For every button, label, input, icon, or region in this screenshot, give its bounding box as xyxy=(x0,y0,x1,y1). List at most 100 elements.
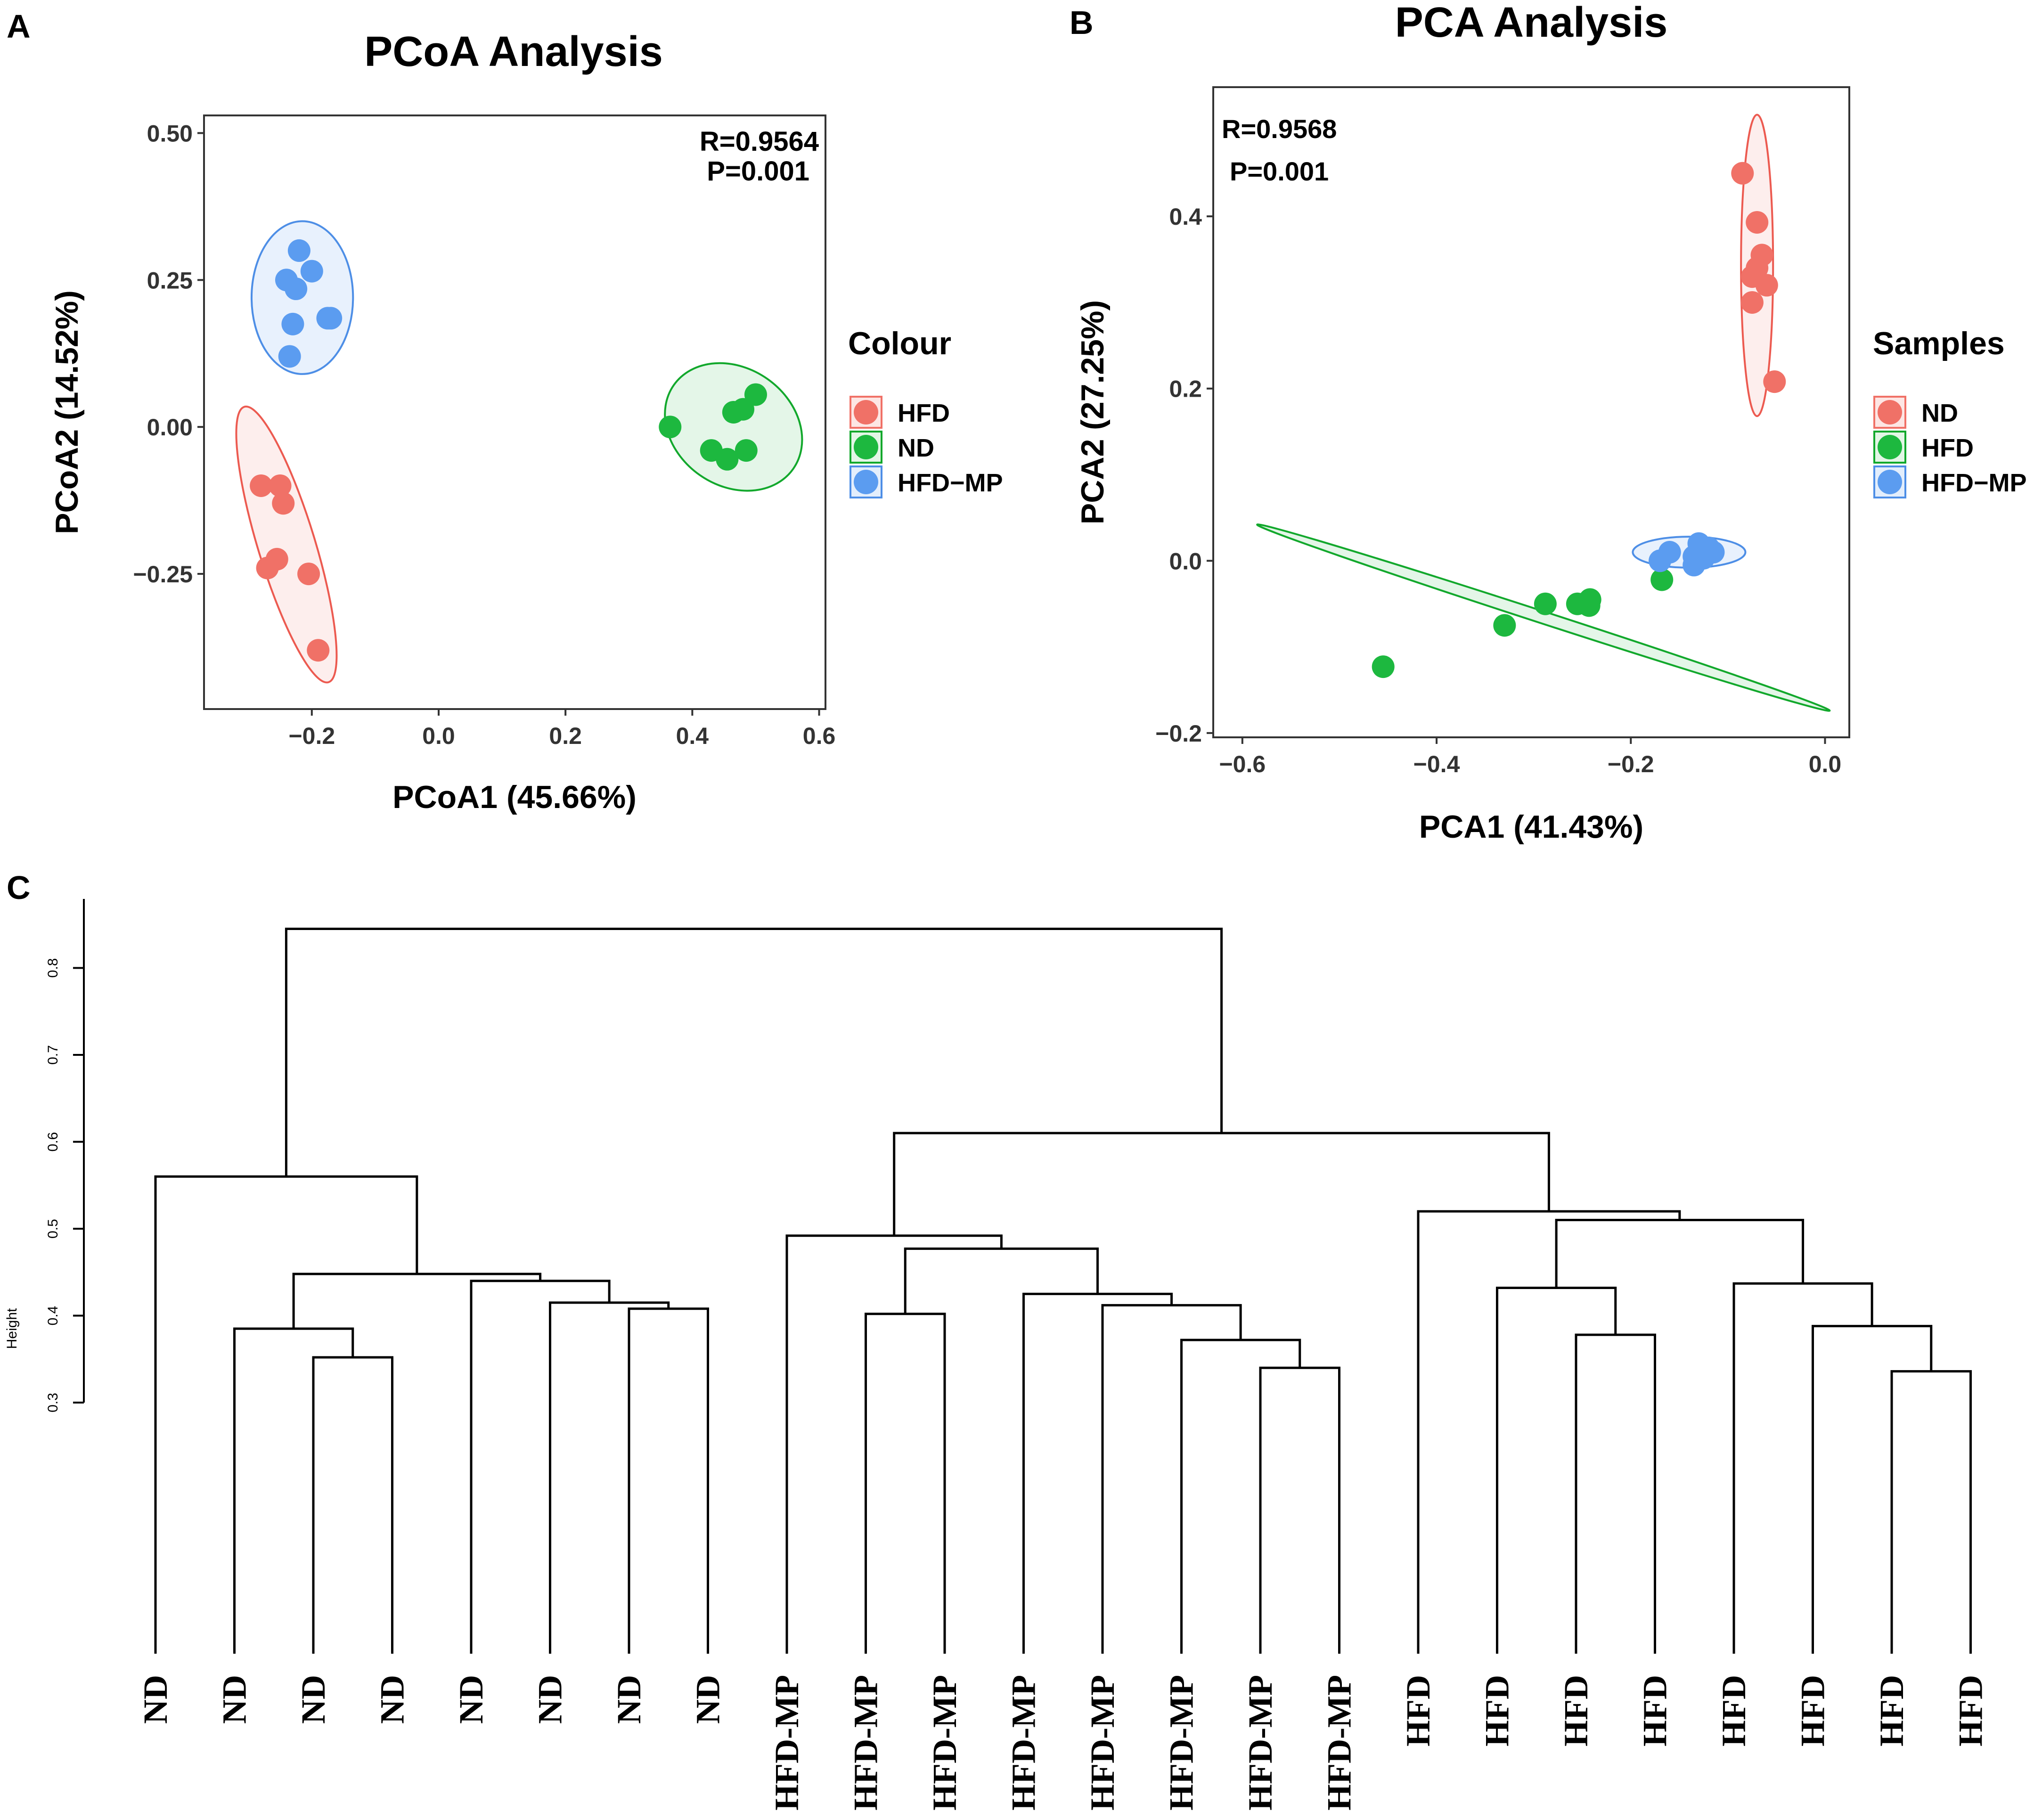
pcoa-x-tick-label: −0.2 xyxy=(288,723,335,749)
pcoa-legend-label-nd: ND xyxy=(898,434,934,462)
pca-y-tick-label: −0.2 xyxy=(1155,720,1202,747)
dendrogram-link xyxy=(1180,1338,1301,1654)
pca-point-nd xyxy=(1755,274,1778,297)
pca-y-tick-label: 0.0 xyxy=(1169,548,1202,574)
pcoa-plot: −0.2 0.0 0.2 0.4 0.6 −0.25 0.00 0.25 0.50 xyxy=(133,114,835,749)
pca-stat-r: R=0.9568 xyxy=(1222,114,1337,144)
panel-label-b: B xyxy=(1070,4,1094,41)
dendrogram-link xyxy=(785,1234,1003,1654)
dendrogram-y-tick-label: 0.3 xyxy=(45,1393,61,1412)
dendrogram-leaf-hfd: HFD xyxy=(1636,1675,1674,1747)
dendrogram-y-axis: 0.3 0.4 0.5 0.6 0.7 0.8 xyxy=(45,899,85,1412)
pca-stat-p: P=0.001 xyxy=(1230,156,1329,186)
pca-point-hfd xyxy=(1578,588,1601,611)
pcoa-x-tick-label: 0.2 xyxy=(549,723,582,749)
dendrogram-y-tick-label: 0.4 xyxy=(45,1306,61,1326)
dendrogram-leaf-hfd: HFD xyxy=(1873,1675,1911,1747)
pca-x-tick-label: 0.0 xyxy=(1809,751,1842,777)
dendrogram-leaf-labels: ND ND ND ND ND ND ND ND HFD-MP HFD-MP HFD-MP HFD-MP… xyxy=(137,1675,1990,1811)
pcoa-y-tick-label: −0.25 xyxy=(133,561,193,588)
pcoa-point-nd xyxy=(716,448,739,471)
pcoa-point-hfd xyxy=(307,639,330,662)
dendrogram-link xyxy=(285,927,1223,1177)
pcoa-y-label: PCoA2 (14.52%) xyxy=(49,290,85,534)
pca-legend-label-nd: ND xyxy=(1921,399,1958,427)
pca-point-hfd xyxy=(1372,655,1395,678)
dendrogram-links xyxy=(154,927,1972,1654)
pcoa-point-hfdmp xyxy=(281,312,304,335)
pca-legend-label-hfd: HFD xyxy=(1921,434,1974,462)
pca-plot: −0.6 −0.4 −0.2 0.0 −0.2 0.0 0.2 0.4 xyxy=(1155,86,1850,777)
dendrogram-link xyxy=(904,1247,1099,1314)
dendrogram-link xyxy=(1890,1370,1972,1654)
dendrogram-link xyxy=(865,1313,946,1654)
dendrogram-y-tick-label: 0.8 xyxy=(45,958,61,978)
pca-y-tick-label: 0.2 xyxy=(1169,376,1202,402)
pcoa-point-hfdmp xyxy=(300,260,323,283)
pca-point-nd xyxy=(1740,291,1764,314)
dendrogram-leaf-nd: ND xyxy=(137,1675,174,1724)
pca-point-hfdmp xyxy=(1702,541,1725,564)
pcoa-x-tick-label: 0.6 xyxy=(803,723,836,749)
pcoa-point-hfd xyxy=(297,563,320,586)
panel-label-c: C xyxy=(7,869,31,906)
pca-point-hfd xyxy=(1534,592,1557,615)
pcoa-legend-label-hfdmp: HFD−MP xyxy=(898,469,1003,497)
dendrogram-leaf-hfdmp: HFD-MP xyxy=(768,1675,806,1811)
pcoa-y-tick-label: 0.50 xyxy=(147,120,193,147)
dendrogram-y-tick-label: 0.7 xyxy=(45,1045,61,1065)
pca-title: PCA Analysis xyxy=(1395,0,1668,46)
dendrogram-link xyxy=(1812,1325,1933,1654)
pca-legend-dot-hfd xyxy=(1878,435,1902,459)
dendrogram-link xyxy=(628,1307,709,1654)
dendrogram-leaf-hfd: HFD xyxy=(1479,1675,1516,1747)
dendrogram-leaf-hfdmp: HFD-MP xyxy=(926,1675,964,1811)
pca-point-hfdmp xyxy=(1683,554,1706,577)
dendrogram-link xyxy=(1259,1366,1340,1654)
pcoa-x-tick-label: 0.0 xyxy=(422,723,455,749)
dendrogram-leaf-hfdmp: HFD-MP xyxy=(1005,1675,1043,1811)
dendrogram-link xyxy=(233,1327,354,1654)
pcoa-point-hfd xyxy=(250,474,273,497)
pca-point-hfd xyxy=(1650,568,1674,591)
dendrogram-leaf-hfd: HFD xyxy=(1399,1675,1437,1747)
dendrogram-leaf-nd: ND xyxy=(452,1675,490,1724)
dendrogram-leaf-hfd: HFD xyxy=(1715,1675,1753,1747)
pcoa-title: PCoA Analysis xyxy=(364,28,663,75)
pcoa-legend-title: Colour xyxy=(848,326,951,361)
pcoa-stat-r: R=0.9564 xyxy=(700,126,819,157)
dendrogram-leaf-hfdmp: HFD-MP xyxy=(1242,1675,1279,1811)
pcoa-legend-dot-hfdmp xyxy=(854,470,878,494)
pcoa-x-label: PCoA1 (45.66%) xyxy=(392,779,637,815)
pca-x-tick-label: −0.4 xyxy=(1413,751,1460,777)
pcoa-point-hfdmp xyxy=(285,277,308,301)
dendrogram-link xyxy=(893,1132,1550,1236)
pca-point-hfdmp xyxy=(1658,541,1681,564)
dendrogram-leaf-hfdmp: HFD-MP xyxy=(1084,1675,1121,1811)
dendrogram-leaf-nd: ND xyxy=(689,1675,727,1724)
dendrogram-leaf-hfdmp: HFD-MP xyxy=(1163,1675,1201,1811)
pca-y-axis: −0.2 0.0 0.2 0.4 xyxy=(1155,204,1213,747)
pcoa-point-nd xyxy=(732,398,755,421)
pca-x-tick-label: −0.2 xyxy=(1608,751,1654,777)
pca-x-tick-label: −0.6 xyxy=(1219,751,1266,777)
dendrogram-link xyxy=(292,1273,542,1329)
dendrogram-leaf-hfd: HFD xyxy=(1794,1675,1832,1747)
dendrogram-leaf-nd: ND xyxy=(374,1675,411,1724)
dendrogram-leaf-nd: ND xyxy=(531,1675,569,1724)
dendrogram-link xyxy=(470,1280,611,1654)
pcoa-point-hfd xyxy=(269,474,292,497)
dendrogram-y-tick-label: 0.5 xyxy=(45,1219,61,1239)
pcoa-x-axis: −0.2 0.0 0.2 0.4 0.6 xyxy=(288,709,835,749)
pcoa-plot-area xyxy=(203,114,826,710)
dendrogram-leaf-hfdmp: HFD-MP xyxy=(847,1675,885,1811)
pcoa-point-nd xyxy=(659,416,682,439)
pca-legend: Samples ND HFD HFD−MP xyxy=(1873,326,2027,498)
pcoa-point-nd xyxy=(735,439,758,462)
pcoa-point-hfdmp xyxy=(319,307,343,330)
pca-y-label: PCA2 (27.25%) xyxy=(1075,300,1111,524)
dendrogram-leaf-hfd: HFD xyxy=(1557,1675,1595,1747)
pcoa-point-hfdmp xyxy=(287,239,310,262)
dendrogram-link xyxy=(549,1301,670,1654)
